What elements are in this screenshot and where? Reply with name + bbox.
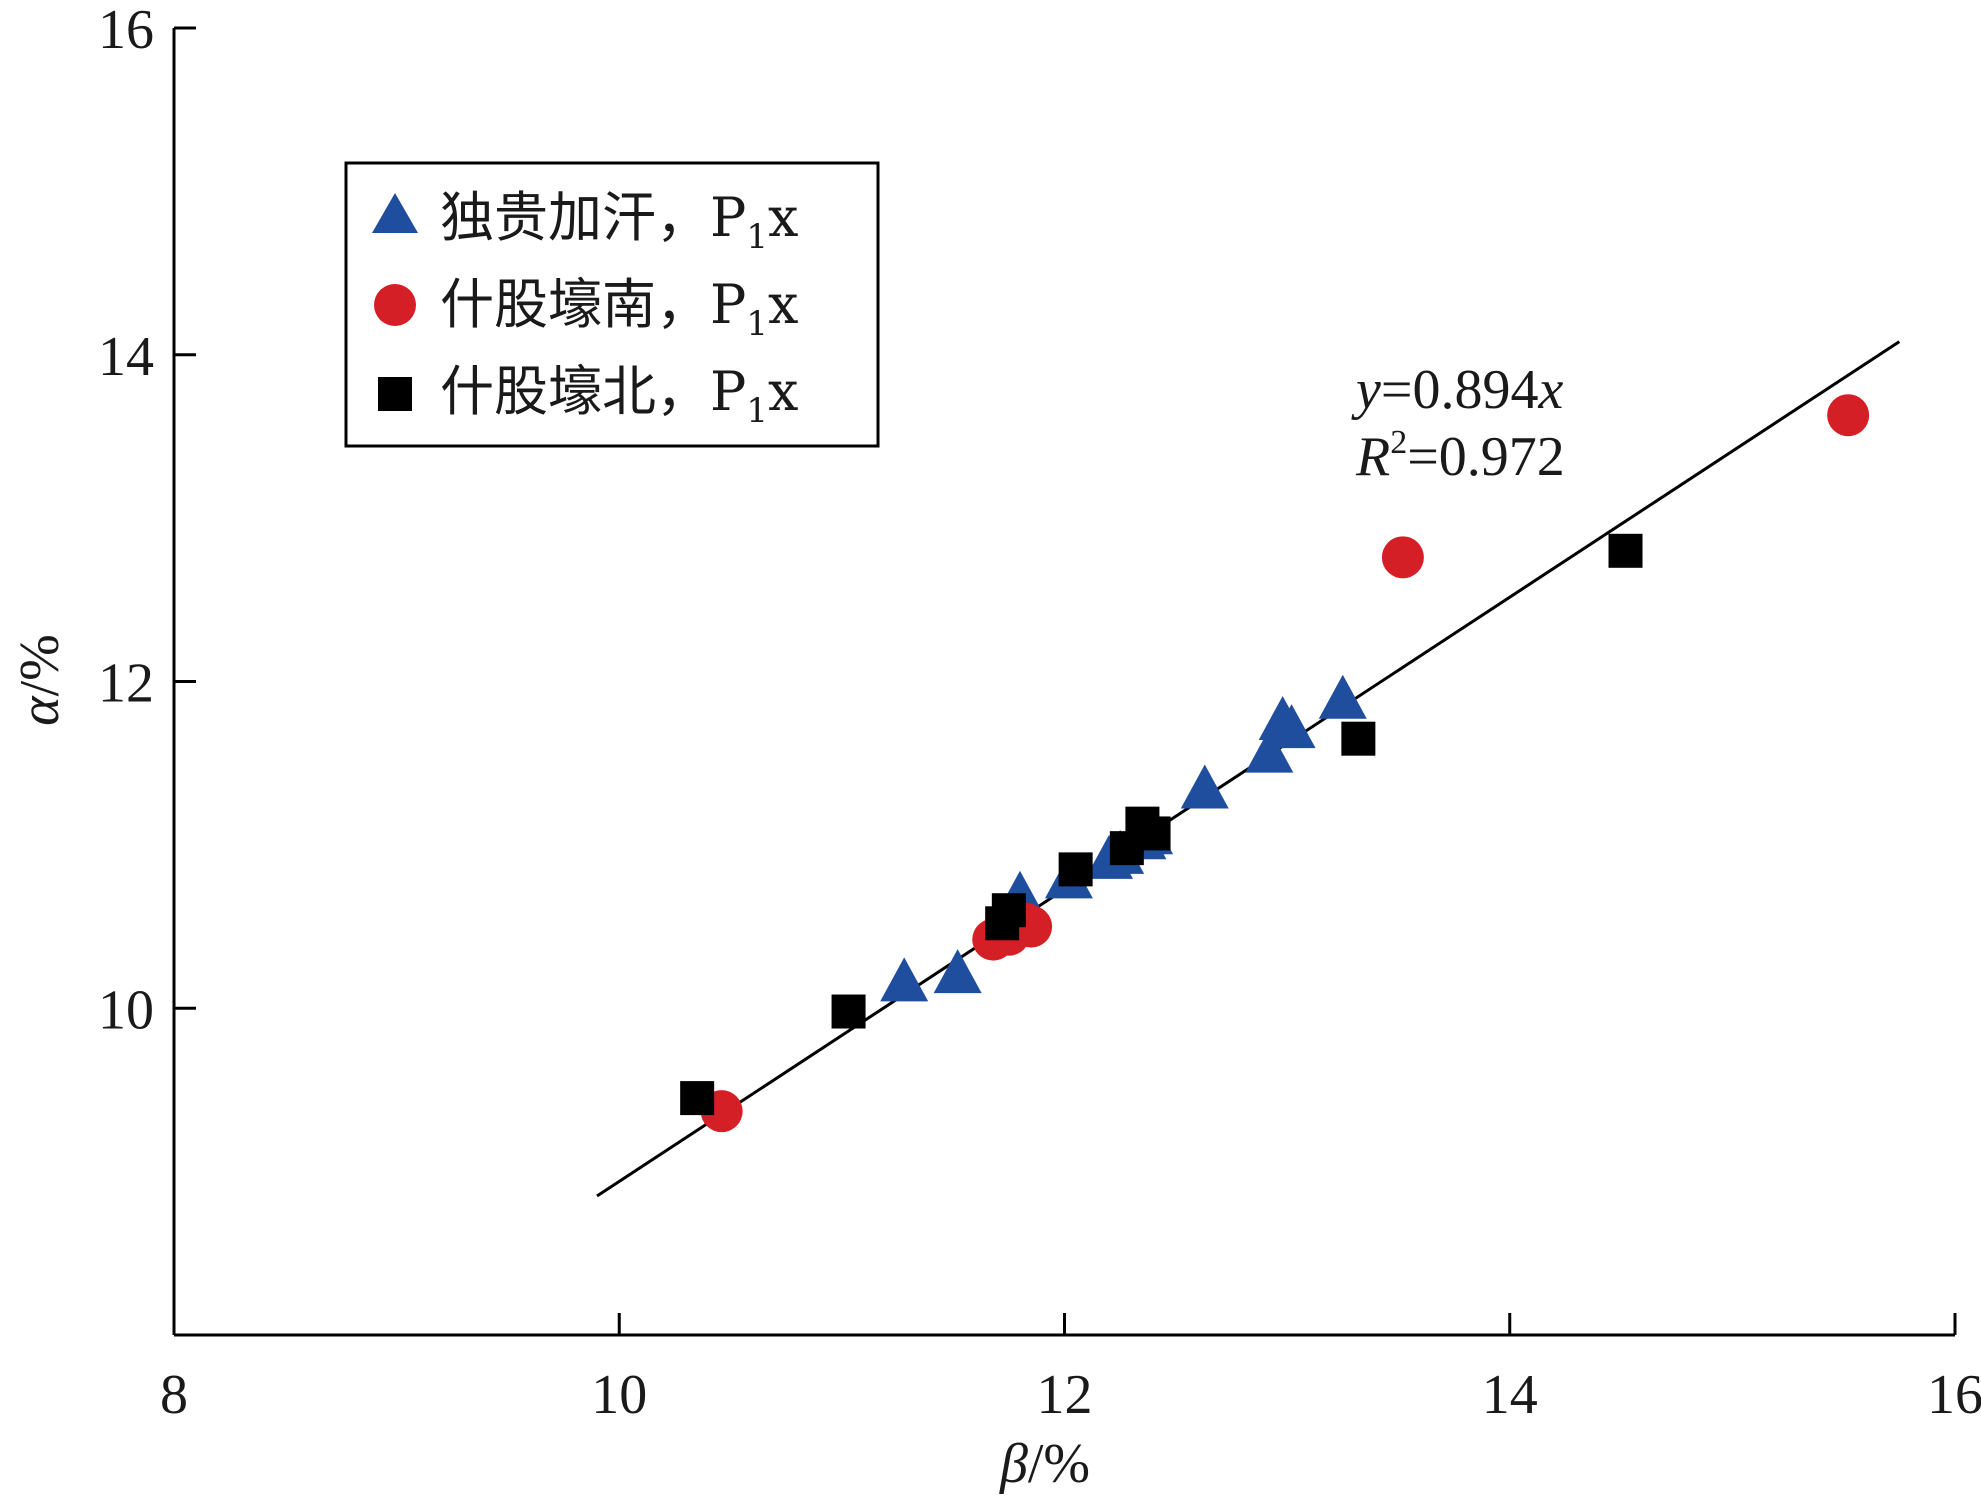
legend-label-0: 独贵加汗，P1x <box>440 186 798 257</box>
equation-label: y=0.894x <box>1351 359 1563 421</box>
legend: 独贵加汗，P1x 什股壕南，P1x 什股壕北，P1x <box>344 161 880 448</box>
point-s0-11 <box>1245 728 1294 773</box>
point-s2-7 <box>1136 816 1171 851</box>
legend-item-0: 独贵加汗，P1x <box>372 186 798 257</box>
legend-circle-icon <box>374 284 416 326</box>
legend-label-1: 什股壕南，P1x <box>440 273 798 344</box>
legend-label-2-tail: x <box>768 360 798 423</box>
point-s2-9 <box>1608 533 1643 568</box>
point-s0-1 <box>933 949 982 994</box>
legend-label-0-tail: x <box>768 186 798 249</box>
r2-var: R <box>1355 426 1390 488</box>
legend-label-0-main: 独贵加汗，P <box>440 186 746 249</box>
point-s1-5 <box>1381 536 1424 579</box>
point-s2-1 <box>831 994 866 1029</box>
equation-x-var: x <box>1537 359 1563 421</box>
legend-box <box>344 161 880 448</box>
y-tick-label-0: 10 <box>98 979 154 1041</box>
x-tick-label-1: 10 <box>591 1364 647 1426</box>
legend-label-2-sub: 1 <box>746 391 768 431</box>
x-axis-var: β <box>999 1433 1028 1495</box>
legend-label-1-sub: 1 <box>746 304 768 344</box>
legend-label-0-sub: 1 <box>746 217 768 257</box>
x-axis-title: β/% <box>999 1433 1090 1495</box>
x-tick-label-2: 12 <box>1037 1364 1093 1426</box>
legend-item-2: 什股壕北，P1x <box>378 360 798 431</box>
data-points <box>680 394 1870 1133</box>
y-tick-label-3: 16 <box>98 0 154 61</box>
r2-label: R2=0.972 <box>1355 424 1565 488</box>
point-s0-10 <box>1180 764 1229 809</box>
r2-sup: 2 <box>1390 424 1407 461</box>
legend-label-1-main: 什股壕南，P <box>440 273 746 336</box>
legend-square-icon <box>378 377 412 411</box>
point-s2-8 <box>1341 721 1376 756</box>
y-axis-unit: /% <box>9 634 71 696</box>
legend-label-1-tail: x <box>768 273 798 336</box>
legend-label-2-main: 什股壕北，P <box>440 360 746 423</box>
y-axis-var: α <box>9 695 71 726</box>
equation-value: =0.894 <box>1381 359 1539 421</box>
equation-y-var: y <box>1351 359 1381 421</box>
point-s2-0 <box>680 1081 715 1116</box>
point-s2-4 <box>1058 852 1093 887</box>
point-s0-13 <box>1267 704 1316 749</box>
point-s2-3 <box>991 893 1026 928</box>
legend-label-2: 什股壕北，P1x <box>440 360 798 431</box>
x-tick-label-3: 14 <box>1482 1364 1538 1426</box>
y-axis-title: α/% <box>9 634 71 726</box>
point-s1-6 <box>1827 394 1870 437</box>
y-tick-label-2: 14 <box>98 326 154 388</box>
point-s0-0 <box>880 957 929 1002</box>
r2-value: =0.972 <box>1407 426 1565 488</box>
legend-triangle-icon <box>372 193 418 233</box>
x-tick-label-0: 8 <box>160 1364 188 1426</box>
x-tick-label-4: 16 <box>1927 1364 1981 1426</box>
y-tick-label-1: 12 <box>98 653 154 715</box>
point-s0-14 <box>1318 674 1367 719</box>
tick-marks <box>172 26 1957 1335</box>
x-axis-unit: /% <box>1028 1433 1090 1495</box>
legend-item-1: 什股壕南，P1x <box>374 273 798 344</box>
